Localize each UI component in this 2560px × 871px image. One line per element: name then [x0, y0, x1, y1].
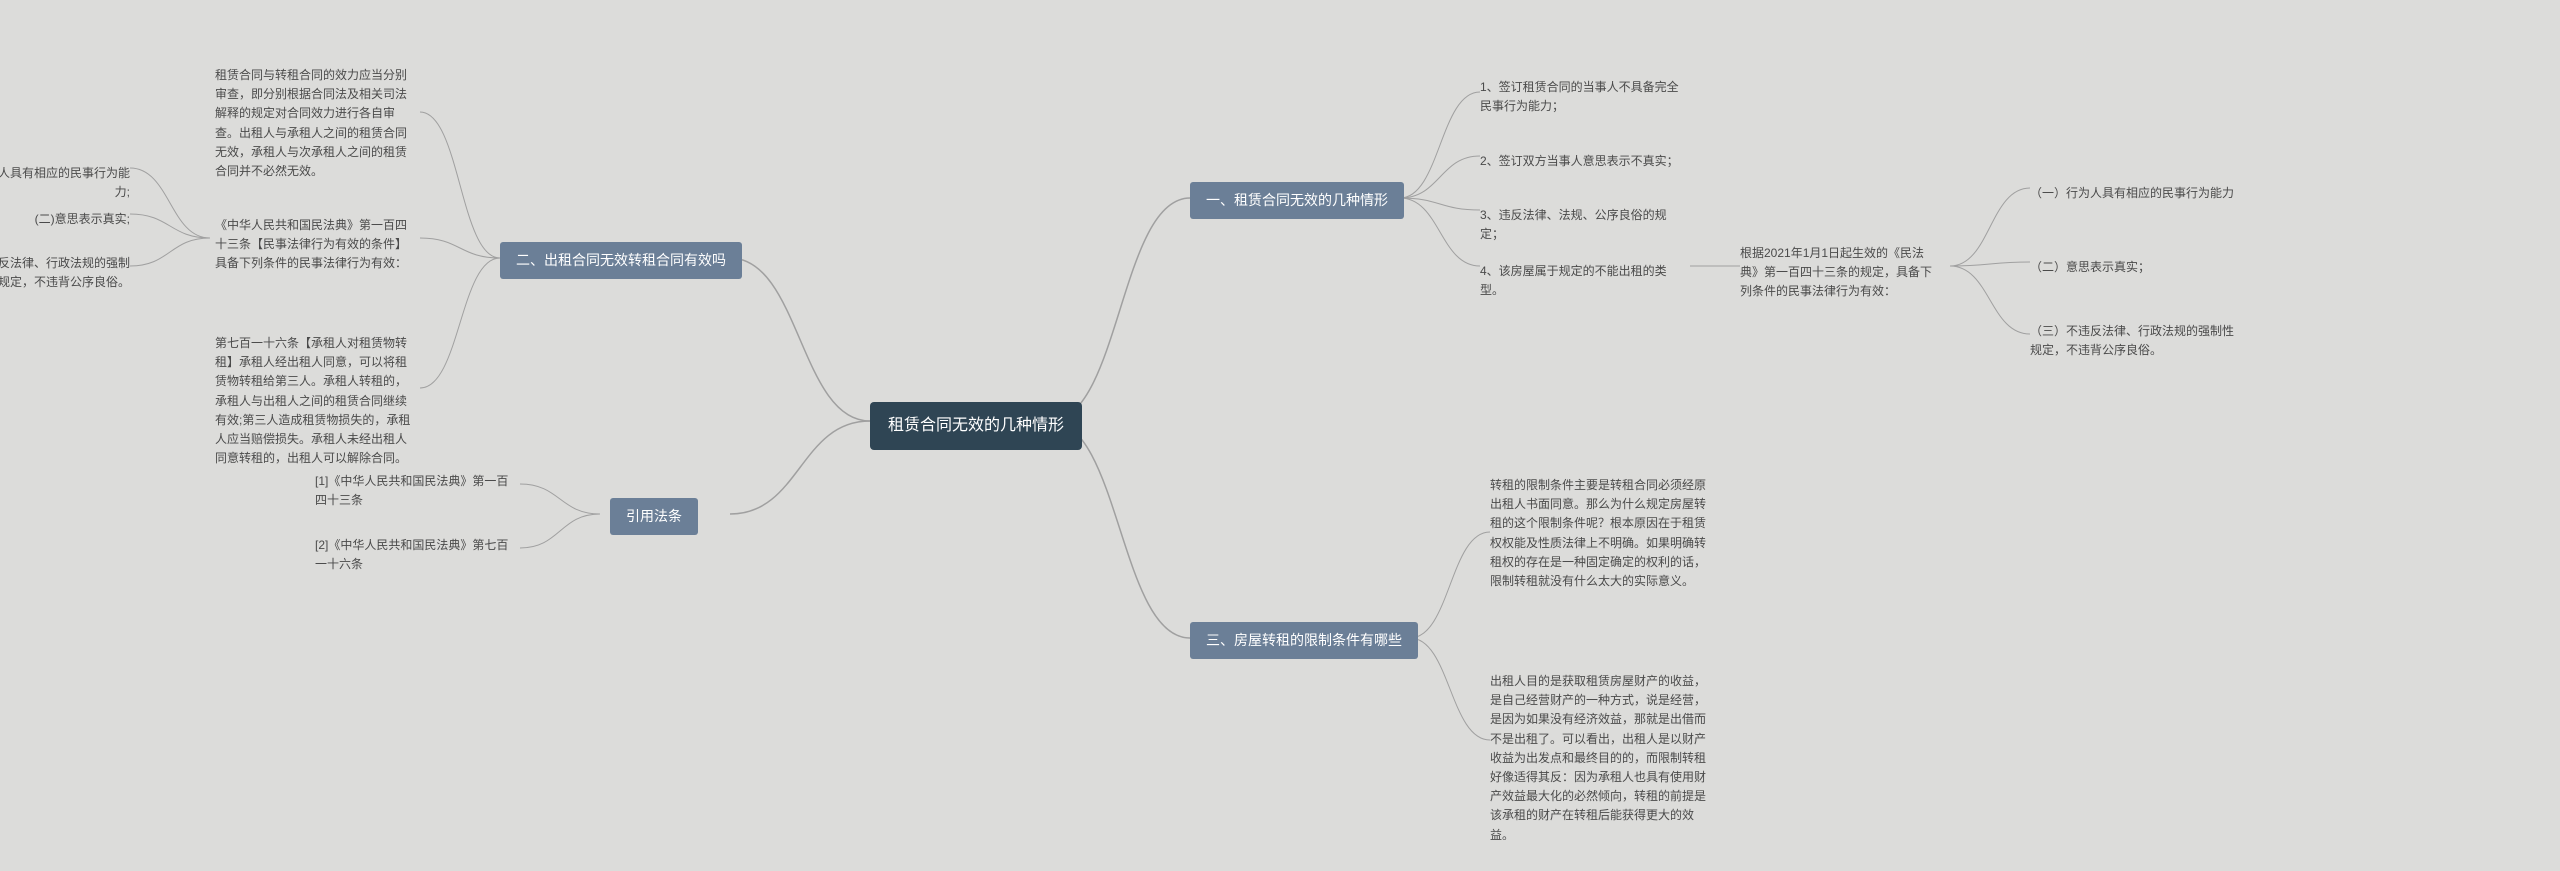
leaf-sec2-item2: 《中华人民共和国民法典》第一百四十三条【民事法律行为有效的条件】具备下列条件的民… [215, 212, 415, 278]
branch-section-3[interactable]: 三、房屋转租的限制条件有哪些 [1190, 622, 1418, 659]
leaf-sec2-143-sub1: (一)行为人具有相应的民事行为能力; [0, 160, 130, 206]
leaf-sec2-143-sub3: (三)不违反法律、行政法规的强制性规定，不违背公序良俗。 [0, 250, 130, 296]
branch-section-1[interactable]: 一、租赁合同无效的几种情形 [1190, 182, 1404, 219]
leaf-ref-item1: [1]《中华人民共和国民法典》第一百四十三条 [315, 468, 515, 514]
leaf-sec1-item1: 1、签订租赁合同的当事人不具备完全民事行为能力； [1480, 74, 1680, 120]
leaf-sec1-item2: 2、签订双方当事人意思表示不真实； [1480, 148, 1680, 175]
leaf-sec1-4-sub3: （三）不违反法律、行政法规的强制性规定，不违背公序良俗。 [2030, 318, 2240, 364]
leaf-sec1-item4: 4、该房屋属于规定的不能出租的类型。 [1480, 258, 1680, 304]
leaf-sec3-item2: 出租人目的是获取租赁房屋财产的收益，是自己经营财产的一种方式，说是经营，是因为如… [1490, 668, 1710, 849]
leaf-ref-item2: [2]《中华人民共和国民法典》第七百一十六条 [315, 532, 515, 578]
branch-references[interactable]: 引用法条 [610, 498, 698, 535]
leaf-sec1-4-sub1: （一）行为人具有相应的民事行为能力 [2030, 180, 2240, 207]
leaf-sec2-143-sub2: (二)意思表示真实; [0, 206, 130, 233]
leaf-sec2-item1: 租赁合同与转租合同的效力应当分别审查，即分别根据合同法及相关司法解释的规定对合同… [215, 62, 415, 185]
leaf-sec2-item3: 第七百一十六条【承租人对租赁物转租】承租人经出租人同意，可以将租赁物转租给第三人… [215, 330, 415, 472]
root-node[interactable]: 租赁合同无效的几种情形 [870, 402, 1082, 450]
branch-section-2[interactable]: 二、出租合同无效转租合同有效吗 [500, 242, 742, 279]
leaf-sec1-4-intro: 根据2021年1月1日起生效的《民法典》第一百四十三条的规定，具备下列条件的民事… [1740, 240, 1940, 306]
leaf-sec1-item3: 3、违反法律、法规、公序良俗的规定； [1480, 202, 1680, 248]
leaf-sec1-4-sub2: （二）意思表示真实； [2030, 254, 2240, 281]
leaf-sec3-item1: 转租的限制条件主要是转租合同必须经原出租人书面同意。那么为什么规定房屋转租的这个… [1490, 472, 1710, 595]
